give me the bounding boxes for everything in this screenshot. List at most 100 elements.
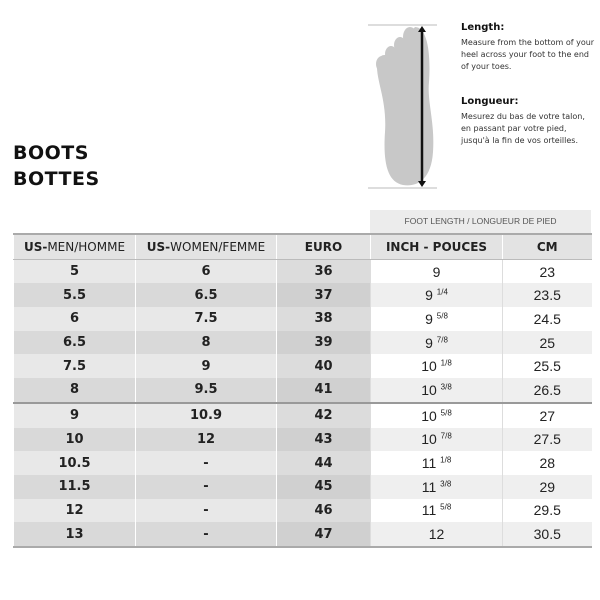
inch-fraction: 1/8: [440, 455, 452, 465]
inch-whole: 9: [425, 310, 433, 327]
us-women-cell: 10.9: [135, 401, 277, 428]
us-women-cell: 7.5: [135, 307, 277, 331]
column-header-rest: WOMEN/FEMME: [170, 239, 266, 254]
inch-whole: 11: [421, 478, 437, 495]
longueur-heading: Longueur:: [461, 96, 519, 107]
cm-cell: 27: [502, 401, 592, 428]
cm-cell: 28: [502, 451, 592, 475]
euro-cell: 37: [276, 283, 371, 308]
inch-whole: 9: [425, 287, 433, 304]
inch-cell: 10 3/8: [370, 378, 503, 403]
us-men-cell: 13: [13, 522, 136, 548]
euro-cell: 41: [276, 378, 371, 403]
cm-cell: 27.5: [502, 427, 592, 452]
table-row: 6 7.5 38 9 5/8 24.5: [13, 307, 592, 331]
inch-cell: 11 1/8: [370, 451, 503, 475]
inch-fraction: 5/8: [440, 502, 452, 512]
table-row: 9 10.9 42 10 5/8 27: [13, 401, 592, 428]
table-row: 5 6 36 9 23: [13, 259, 592, 284]
size-table: US-MEN/HOMME US-WOMEN/FEMME EURO INCH - POU…: [13, 232, 592, 548]
euro-cell: 40: [276, 354, 371, 379]
foot-length-header: FOOT LENGTH / LONGUEUR DE PIED: [370, 210, 591, 233]
inch-whole: 11: [421, 455, 437, 472]
us-men-cell: 9: [13, 401, 136, 428]
table-row: 8 9.5 41 10 3/8 26.5: [13, 378, 592, 403]
us-women-cell: -: [135, 451, 277, 475]
us-women-cell: -: [135, 474, 277, 499]
euro-cell: 42: [276, 401, 371, 428]
inch-cell: 10 1/8: [370, 354, 503, 379]
inch-cell: 10 5/8: [370, 401, 503, 428]
cm-cell: 25.5: [502, 354, 592, 379]
column-header: CM: [502, 232, 592, 260]
column-header: US-MEN/HOMME: [13, 232, 136, 260]
longueur-text: Mesurez du bas de votre talon, en passan…: [461, 112, 585, 145]
inch-cell: 9 7/8: [370, 330, 503, 355]
inch-fraction: 1/4: [436, 287, 448, 297]
euro-cell: 43: [276, 427, 371, 452]
euro-cell: 44: [276, 451, 371, 475]
inch-whole: 10: [421, 381, 437, 398]
inch-whole: 9: [432, 263, 441, 280]
us-women-cell: -: [135, 522, 277, 548]
us-men-cell: 12: [13, 498, 136, 523]
us-women-cell: -: [135, 498, 277, 523]
cm-cell: 30.5: [502, 522, 592, 548]
us-men-cell: 7.5: [13, 354, 136, 379]
column-header-bold: EURO: [304, 239, 343, 254]
column-header: INCH - POUCES: [370, 232, 503, 260]
table-row: 7.5 9 40 10 1/8 25.5: [13, 354, 592, 379]
us-men-cell: 6.5: [13, 330, 136, 355]
inch-whole: 9: [425, 334, 433, 351]
us-women-cell: 9.5: [135, 378, 277, 403]
length-text: Measure from the bottom of your heel acr…: [461, 38, 595, 71]
inch-whole: 10: [421, 431, 437, 448]
cm-cell: 23: [502, 259, 592, 284]
inch-whole: 10: [421, 407, 437, 424]
column-header-bold: US-: [146, 239, 171, 254]
us-women-cell: 8: [135, 330, 277, 355]
inch-cell: 9 1/4: [370, 283, 503, 308]
us-women-cell: 6.5: [135, 283, 277, 308]
table-row: 12 - 46 11 5/8 29.5: [13, 498, 592, 523]
cm-cell: 29.5: [502, 498, 592, 523]
euro-cell: 39: [276, 330, 371, 355]
us-men-cell: 5: [13, 259, 136, 284]
inch-fraction: 7/8: [436, 334, 448, 344]
us-men-cell: 10: [13, 427, 136, 452]
table-row: 13 - 47 12 30.5: [13, 522, 592, 548]
cm-cell: 26.5: [502, 378, 592, 403]
table-row: 10 12 43 10 7/8 27.5: [13, 427, 592, 452]
us-men-cell: 8: [13, 378, 136, 403]
inch-fraction: 1/8: [440, 358, 452, 368]
cm-cell: 24.5: [502, 307, 592, 331]
inch-fraction: 5/8: [436, 311, 448, 321]
inch-fraction: 7/8: [440, 431, 452, 441]
us-men-cell: 6: [13, 307, 136, 331]
column-header-bold: US-: [23, 239, 48, 254]
inch-whole: 10: [421, 358, 437, 375]
table-row: 6.5 8 39 9 7/8 25: [13, 330, 592, 355]
inch-cell: 11 5/8: [370, 498, 503, 523]
us-men-cell: 11.5: [13, 474, 136, 499]
us-men-cell: 10.5: [13, 451, 136, 475]
euro-cell: 46: [276, 498, 371, 523]
inch-cell: 12: [370, 522, 503, 548]
inch-cell: 9: [370, 259, 503, 284]
column-header-rest: MEN/HOMME: [47, 239, 126, 254]
us-women-cell: 9: [135, 354, 277, 379]
cm-cell: 25: [502, 330, 592, 355]
column-header: EURO: [276, 232, 371, 260]
inch-whole: 11: [421, 502, 437, 519]
inch-fraction: 3/8: [440, 382, 452, 392]
title-en: BOOTS: [13, 142, 89, 164]
table-row: 11.5 - 45 11 3/8 29: [13, 474, 592, 499]
length-info: Length: Measure from the bottom of your …: [461, 22, 596, 73]
us-women-cell: 6: [135, 259, 277, 284]
inch-cell: 9 5/8: [370, 307, 503, 331]
length-heading: Length:: [461, 22, 505, 33]
euro-cell: 38: [276, 307, 371, 331]
foot-measure-icon: [368, 24, 437, 189]
cm-cell: 29: [502, 474, 592, 499]
euro-cell: 45: [276, 474, 371, 499]
